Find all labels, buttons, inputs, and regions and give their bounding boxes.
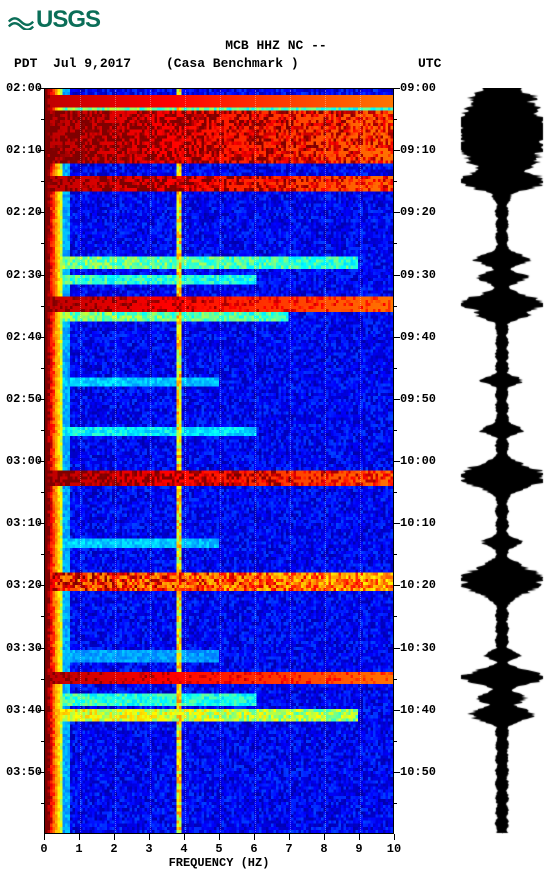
right-time-label: 10:40 [400,703,450,717]
plot-region: 02:0009:0002:1009:1002:2009:2002:3009:30… [0,86,552,876]
x-tick-label: 9 [349,842,369,856]
logo-text: USGS [36,6,100,34]
seismogram-panel [460,88,544,834]
x-tick-label: 8 [314,842,334,856]
right-time-label: 09:00 [400,81,450,95]
usgs-logo: USGS [8,6,100,34]
left-time-label: 02:00 [0,81,42,95]
right-time-label: 09:10 [400,143,450,157]
left-time-label: 02:40 [0,330,42,344]
left-time-label: 03:00 [0,454,42,468]
x-tick-label: 0 [34,842,54,856]
left-time-label: 03:30 [0,641,42,655]
x-tick-label: 1 [69,842,89,856]
left-time-label: 03:10 [0,516,42,530]
spectrogram-canvas [45,89,393,833]
spectrogram-panel [44,88,394,834]
right-time-label: 09:30 [400,268,450,282]
seismogram-canvas [460,88,544,834]
header: MCB HHZ NC -- PDT Jul 9,2017 (Casa Bench… [0,38,552,78]
right-time-label: 10:30 [400,641,450,655]
x-tick-label: 6 [244,842,264,856]
x-tick-label: 5 [209,842,229,856]
x-tick-label: 2 [104,842,124,856]
x-tick-label: 7 [279,842,299,856]
left-time-label: 02:30 [0,268,42,282]
right-time-label: 10:50 [400,765,450,779]
x-tick-label: 4 [174,842,194,856]
x-axis-title: FREQUENCY (HZ) [44,856,394,870]
right-time-label: 09:50 [400,392,450,406]
right-time-label: 10:20 [400,578,450,592]
tz-left: PDT Jul 9,2017 [14,56,131,71]
left-time-label: 02:50 [0,392,42,406]
right-time-label: 09:40 [400,330,450,344]
x-tick-label: 10 [384,842,404,856]
tz-right: UTC [418,56,441,71]
right-time-label: 10:10 [400,516,450,530]
left-time-label: 03:40 [0,703,42,717]
right-time-label: 10:00 [400,454,450,468]
left-time-label: 02:20 [0,205,42,219]
station-label: (Casa Benchmark ) [166,56,299,71]
left-time-label: 02:10 [0,143,42,157]
left-time-label: 03:20 [0,578,42,592]
x-tick-label: 3 [139,842,159,856]
left-time-label: 03:50 [0,765,42,779]
right-time-label: 09:20 [400,205,450,219]
channel-label: MCB HHZ NC -- [225,38,326,53]
